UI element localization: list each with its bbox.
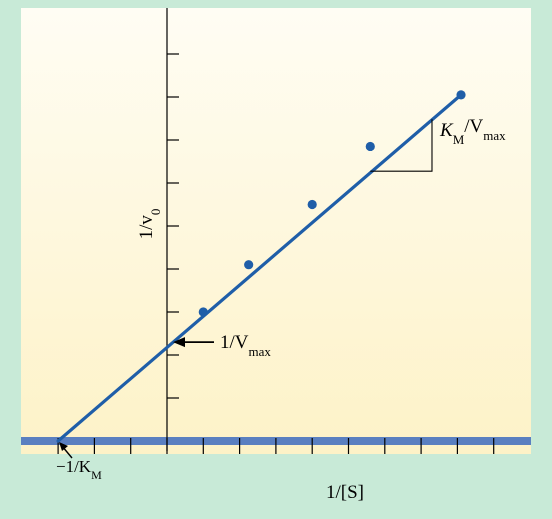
fit-line xyxy=(56,93,463,443)
slope-triangle xyxy=(370,119,433,172)
data-point xyxy=(307,199,317,210)
x-intercept-annotation: −1/KM xyxy=(56,442,102,482)
x-intercept-label: −1/KM xyxy=(56,457,102,482)
data-point xyxy=(198,307,208,317)
data-series xyxy=(56,90,466,443)
y-intercept-arrowhead xyxy=(173,337,185,348)
slope-annotation: KM/Vmax xyxy=(370,116,506,172)
x-axis-label: 1/[S] xyxy=(326,482,364,503)
data-point xyxy=(365,141,375,152)
y-intercept-annotation: 1/Vmax xyxy=(173,332,271,359)
slope-label: KM/Vmax xyxy=(439,116,506,147)
y-intercept-label: 1/Vmax xyxy=(220,332,271,359)
plot-background xyxy=(21,8,531,454)
data-point xyxy=(456,90,466,100)
tick-marks xyxy=(57,53,495,454)
y-axis-label: 1/v0 xyxy=(136,209,163,240)
data-point xyxy=(244,260,254,270)
x-intercept-arrowhead xyxy=(59,442,68,451)
